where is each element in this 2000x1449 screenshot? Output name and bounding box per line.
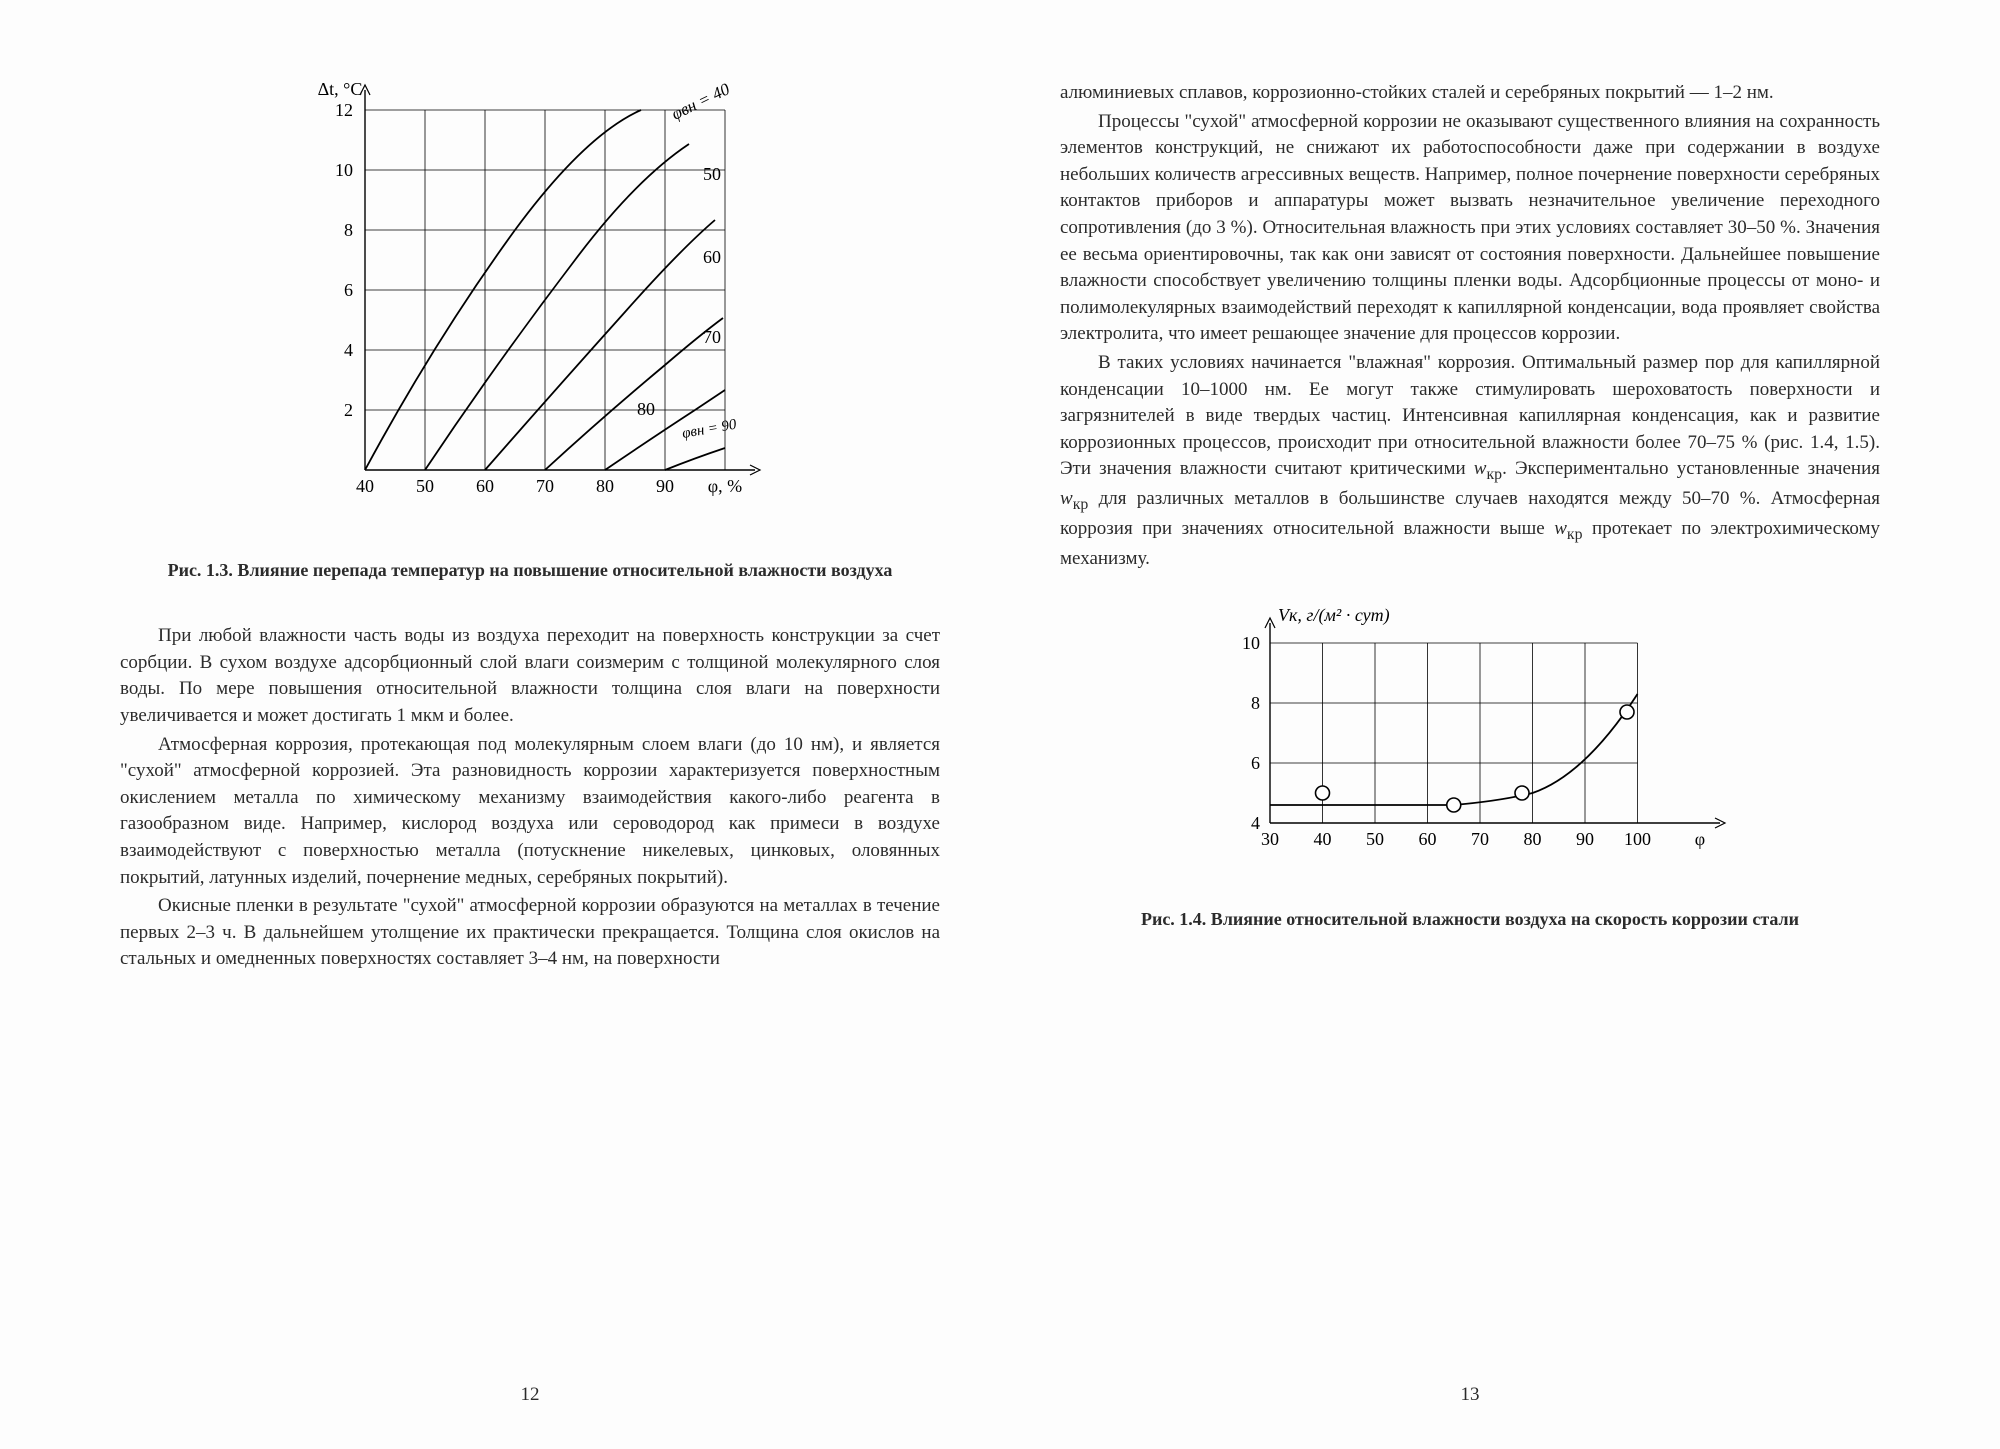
ytick: 10 (335, 160, 353, 180)
p3b: . Экспериментально установленные значени… (1502, 458, 1880, 479)
ytick: 4 (1251, 813, 1260, 833)
xtick: 60 (476, 476, 494, 496)
data-point (1316, 786, 1330, 800)
ytick: 6 (344, 280, 353, 300)
xtick: 50 (416, 476, 434, 496)
xtick: 80 (1524, 829, 1542, 849)
x-axis-label: φ (1695, 829, 1705, 849)
figure-1-4-caption: Рис. 1.4. Влияние относительной влажност… (1060, 907, 1880, 932)
xtick: 100 (1624, 829, 1651, 849)
curve-label-40: φвн = 40 (668, 80, 733, 124)
curve-90 (665, 448, 725, 470)
curve-label-80: 80 (637, 399, 655, 419)
curve-label-90: φвн = 90 (681, 417, 738, 442)
xtick: 90 (1576, 829, 1594, 849)
left-para-1: При любой влажности часть воды из воздух… (120, 623, 940, 729)
wkr-sub-2: кр (1073, 496, 1089, 513)
y-axis-label: Vк, г/(м² · сут) (1278, 605, 1390, 626)
xtick: 30 (1261, 829, 1279, 849)
ytick: 2 (344, 400, 353, 420)
left-para-3: Окисные пленки в результате "сухой" атмо… (120, 893, 940, 973)
wkr-3: w (1554, 518, 1567, 539)
page-right: алюминиевых сплавов, коррозионно-стойких… (1000, 80, 1920, 1409)
xtick: 70 (536, 476, 554, 496)
data-point (1447, 798, 1461, 812)
ytick: 8 (344, 220, 353, 240)
right-para-3: В таких условиях начинается "влажная" ко… (1060, 350, 1880, 573)
wkr-sub-3: кр (1567, 526, 1583, 543)
xtick: 40 (1314, 829, 1332, 849)
chart-1-3-svg: 40 50 60 70 80 90 φ, % 2 4 6 8 10 12 Δt,… (285, 80, 775, 540)
xtick: 40 (356, 476, 374, 496)
chart-1-4-svg: 30 40 50 60 70 80 90 100 φ 4 6 8 10 Vк, … (1190, 603, 1750, 883)
data-point (1515, 786, 1529, 800)
curve-60 (485, 220, 715, 470)
curve-label-50: 50 (703, 164, 721, 184)
left-para-2: Атмосферная коррозия, протекающая под мо… (120, 732, 940, 892)
xtick: 60 (1419, 829, 1437, 849)
page-left: 40 50 60 70 80 90 φ, % 2 4 6 8 10 12 Δt,… (80, 80, 1000, 1409)
right-para-1: алюминиевых сплавов, коррозионно-стойких… (1060, 80, 1880, 107)
figure-1-4: 30 40 50 60 70 80 90 100 φ 4 6 8 10 Vк, … (1060, 603, 1880, 883)
wkr-2: w (1060, 488, 1073, 509)
xtick: 70 (1471, 829, 1489, 849)
xtick: 80 (596, 476, 614, 496)
ytick: 10 (1242, 633, 1260, 653)
right-para-2: Процессы "сухой" атмосферной коррозии не… (1060, 109, 1880, 348)
y-axis-label: Δt, °C (318, 80, 363, 99)
figure-1-3: 40 50 60 70 80 90 φ, % 2 4 6 8 10 12 Δt,… (120, 80, 940, 540)
xtick: 50 (1366, 829, 1384, 849)
data-point (1620, 705, 1634, 719)
curve-label-60: 60 (703, 247, 721, 267)
figure-1-3-caption: Рис. 1.3. Влияние перепада температур на… (120, 558, 940, 583)
ytick: 8 (1251, 693, 1260, 713)
xtick: 90 (656, 476, 674, 496)
page-number-right: 13 (1060, 1368, 1880, 1409)
ytick: 4 (344, 340, 353, 360)
curve-label-70: 70 (703, 327, 721, 347)
x-axis-label: φ, % (708, 476, 742, 496)
page-number-left: 12 (120, 1368, 940, 1409)
ytick: 6 (1251, 753, 1260, 773)
curve-70 (545, 318, 723, 470)
ytick: 12 (335, 100, 353, 120)
wkr-1: w (1474, 458, 1487, 479)
curve-50 (425, 144, 689, 470)
wkr-sub-1: кр (1486, 466, 1502, 483)
